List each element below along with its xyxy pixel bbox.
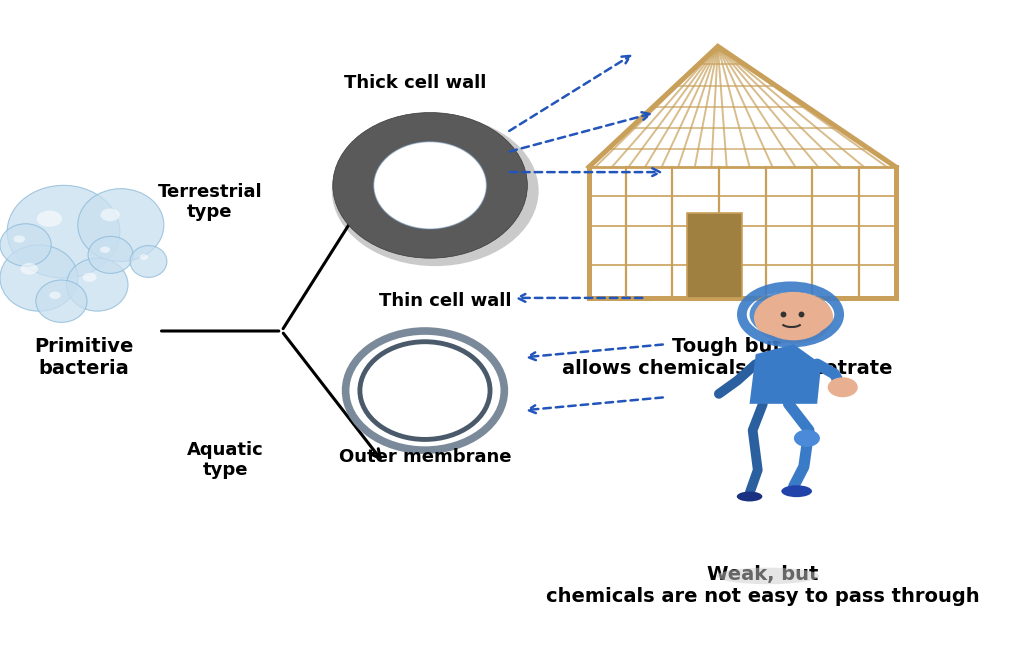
Ellipse shape — [78, 189, 164, 261]
Ellipse shape — [100, 209, 120, 221]
Text: Thin cell wall: Thin cell wall — [379, 292, 512, 310]
Circle shape — [755, 293, 833, 343]
Ellipse shape — [0, 224, 51, 266]
Text: Terrestrial
type: Terrestrial type — [158, 183, 262, 221]
Ellipse shape — [139, 254, 148, 260]
Text: Aquatic
type: Aquatic type — [187, 441, 263, 479]
Ellipse shape — [88, 236, 133, 273]
Ellipse shape — [374, 142, 486, 229]
Text: Thick cell wall: Thick cell wall — [343, 73, 486, 92]
Ellipse shape — [13, 235, 25, 243]
Ellipse shape — [67, 258, 128, 311]
Ellipse shape — [737, 491, 762, 502]
Ellipse shape — [750, 291, 831, 338]
Ellipse shape — [20, 263, 38, 275]
Circle shape — [760, 296, 827, 340]
Ellipse shape — [37, 211, 62, 227]
Ellipse shape — [781, 485, 812, 497]
Polygon shape — [750, 344, 821, 404]
Text: Primitive
bacteria: Primitive bacteria — [34, 337, 134, 378]
Text: Weak, but
chemicals are not easy to pass through: Weak, but chemicals are not easy to pass… — [546, 565, 980, 606]
Ellipse shape — [352, 336, 498, 445]
Ellipse shape — [49, 291, 60, 299]
Ellipse shape — [7, 185, 120, 278]
Circle shape — [795, 430, 819, 446]
Text: Outer membrane: Outer membrane — [339, 448, 511, 466]
Text: Tough but
allows chemicals to penetrate: Tough but allows chemicals to penetrate — [562, 337, 892, 378]
Ellipse shape — [717, 568, 819, 585]
Ellipse shape — [333, 113, 527, 258]
Ellipse shape — [130, 246, 167, 277]
Ellipse shape — [83, 273, 96, 282]
Ellipse shape — [332, 115, 539, 266]
FancyBboxPatch shape — [687, 213, 742, 298]
Ellipse shape — [100, 246, 110, 253]
Ellipse shape — [367, 347, 483, 434]
Ellipse shape — [36, 280, 87, 322]
Ellipse shape — [0, 245, 78, 311]
Circle shape — [828, 378, 857, 397]
